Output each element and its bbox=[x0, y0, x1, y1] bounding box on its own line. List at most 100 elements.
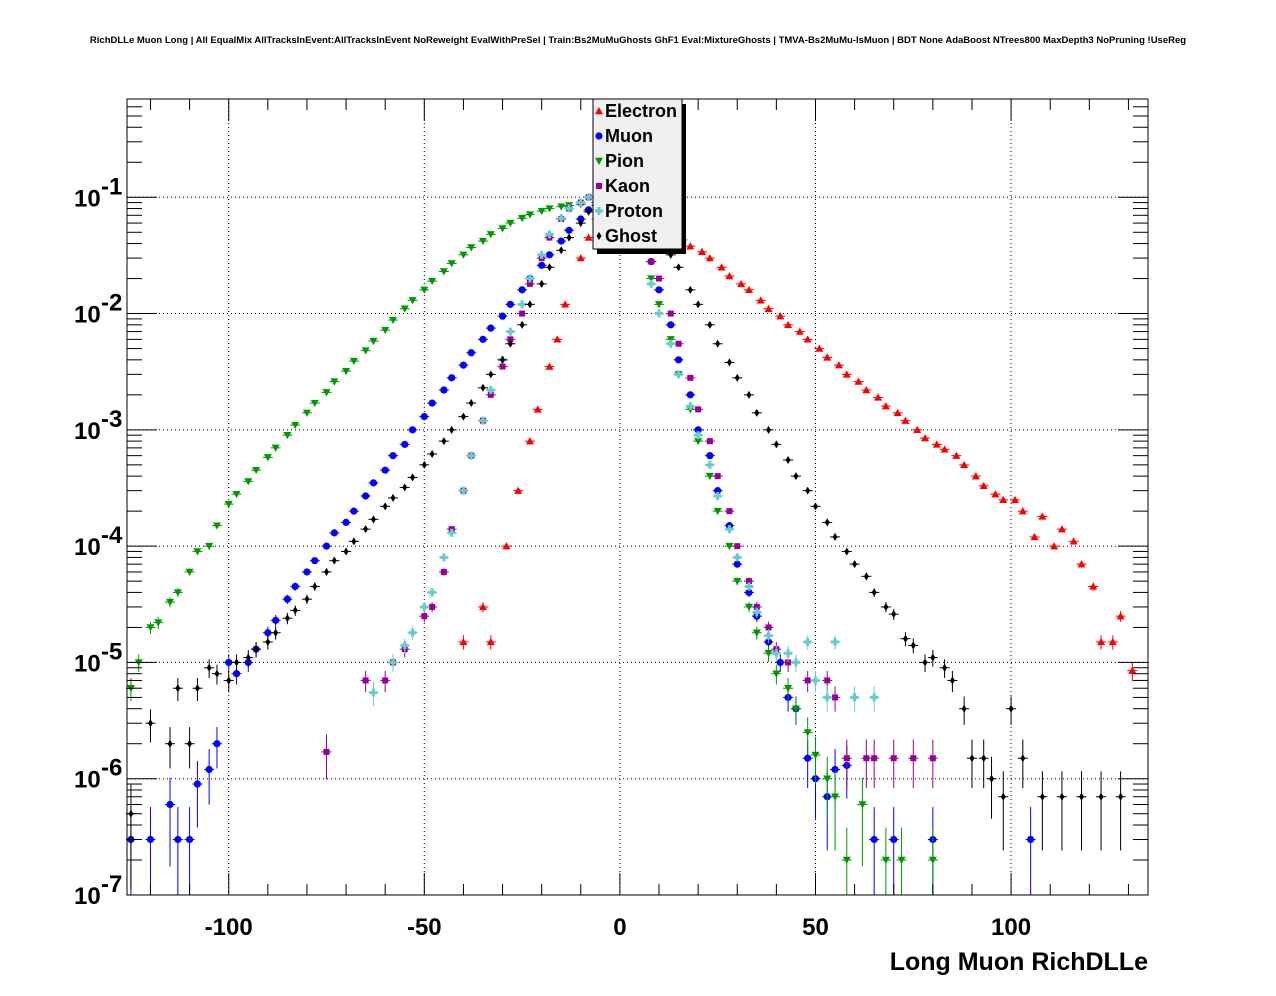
marker bbox=[525, 274, 534, 283]
marker bbox=[447, 528, 456, 537]
muon-point bbox=[704, 452, 715, 460]
marker bbox=[193, 548, 202, 556]
electron-point bbox=[685, 242, 696, 250]
ghost-point bbox=[388, 493, 399, 502]
ghost-point bbox=[211, 664, 222, 685]
pion-point bbox=[223, 500, 234, 509]
marker bbox=[324, 567, 330, 576]
proton-point bbox=[575, 198, 586, 207]
ghost-point bbox=[243, 649, 254, 667]
marker bbox=[382, 502, 388, 511]
marker bbox=[969, 754, 975, 763]
marker bbox=[1038, 512, 1047, 520]
marker bbox=[486, 231, 495, 239]
muon-point bbox=[321, 542, 332, 550]
muon-point bbox=[341, 518, 352, 527]
y-tick-label: 10 -4 bbox=[74, 522, 123, 561]
pion-point bbox=[192, 548, 203, 556]
marker bbox=[694, 426, 702, 434]
legend-marker bbox=[596, 183, 602, 189]
muon-point bbox=[693, 426, 704, 434]
marker bbox=[527, 300, 533, 309]
marker bbox=[863, 755, 870, 762]
ghost-point bbox=[458, 412, 469, 421]
ghost-point bbox=[927, 649, 938, 667]
legend: Electron Muon Pion Kaon Proton Ghost bbox=[592, 98, 686, 254]
kaon-point bbox=[732, 543, 743, 550]
marker bbox=[713, 491, 722, 500]
marker bbox=[725, 525, 734, 534]
ghost-point bbox=[165, 727, 176, 769]
marker bbox=[687, 285, 693, 294]
kaon-point bbox=[321, 734, 332, 780]
legend-entry-pion: Pion bbox=[595, 151, 644, 171]
muon-point bbox=[192, 761, 203, 828]
marker bbox=[811, 676, 820, 685]
ghost-point bbox=[822, 518, 833, 527]
proton-point bbox=[665, 339, 676, 348]
muon-point bbox=[458, 361, 469, 369]
marker bbox=[146, 835, 155, 844]
marker bbox=[154, 619, 163, 627]
proton-point bbox=[783, 645, 794, 662]
proton-point bbox=[685, 402, 696, 411]
y-tick-label-base: 10 bbox=[74, 185, 101, 212]
electron-point bbox=[1029, 532, 1040, 541]
marker bbox=[772, 670, 781, 678]
electron-point bbox=[853, 377, 864, 385]
marker bbox=[302, 409, 311, 417]
y-tick-label: 10 -7 bbox=[74, 871, 122, 910]
pion-point bbox=[466, 244, 477, 252]
marker bbox=[1116, 612, 1125, 620]
kaon-point bbox=[841, 739, 852, 789]
marker bbox=[737, 279, 746, 288]
marker bbox=[803, 729, 812, 737]
ghost-point bbox=[685, 285, 696, 294]
marker bbox=[500, 355, 506, 364]
marker bbox=[537, 250, 546, 259]
electron-point bbox=[998, 495, 1009, 504]
ghost-point bbox=[908, 638, 919, 654]
ghost-point bbox=[959, 696, 970, 725]
marker bbox=[545, 251, 554, 259]
pion-point bbox=[321, 389, 332, 397]
marker bbox=[922, 658, 928, 667]
kaon-point bbox=[927, 739, 938, 789]
marker bbox=[1000, 792, 1006, 801]
marker bbox=[1098, 792, 1104, 801]
y-tick-label: 10 -1 bbox=[74, 173, 122, 212]
marker bbox=[834, 361, 843, 369]
marker bbox=[655, 301, 664, 309]
proton-point bbox=[810, 670, 821, 693]
marker bbox=[566, 233, 572, 242]
marker bbox=[553, 335, 562, 343]
marker bbox=[487, 391, 494, 398]
proton-point bbox=[524, 274, 535, 283]
marker bbox=[717, 263, 726, 271]
pion-point bbox=[927, 827, 938, 895]
marker bbox=[842, 370, 851, 378]
marker bbox=[441, 437, 447, 446]
marker bbox=[420, 602, 429, 611]
marker bbox=[232, 670, 241, 678]
marker bbox=[449, 425, 455, 434]
electron-point bbox=[755, 296, 766, 304]
ghost-point bbox=[1096, 771, 1107, 851]
marker bbox=[342, 367, 351, 376]
marker bbox=[705, 254, 714, 262]
marker bbox=[175, 684, 181, 693]
marker bbox=[400, 641, 409, 650]
marker bbox=[831, 637, 840, 646]
legend-entry-proton: Proton bbox=[595, 201, 663, 221]
muon-point bbox=[204, 749, 215, 805]
y-tick-label-exponent: -6 bbox=[101, 755, 122, 782]
marker bbox=[897, 856, 906, 864]
marker bbox=[381, 466, 389, 474]
ghost-point bbox=[830, 532, 841, 541]
marker bbox=[1018, 507, 1027, 515]
kaon-point bbox=[693, 406, 704, 413]
marker bbox=[561, 300, 570, 308]
electron-point bbox=[583, 233, 594, 241]
ghost-point bbox=[262, 635, 273, 650]
legend-entry-ghost: Ghost bbox=[596, 226, 657, 246]
